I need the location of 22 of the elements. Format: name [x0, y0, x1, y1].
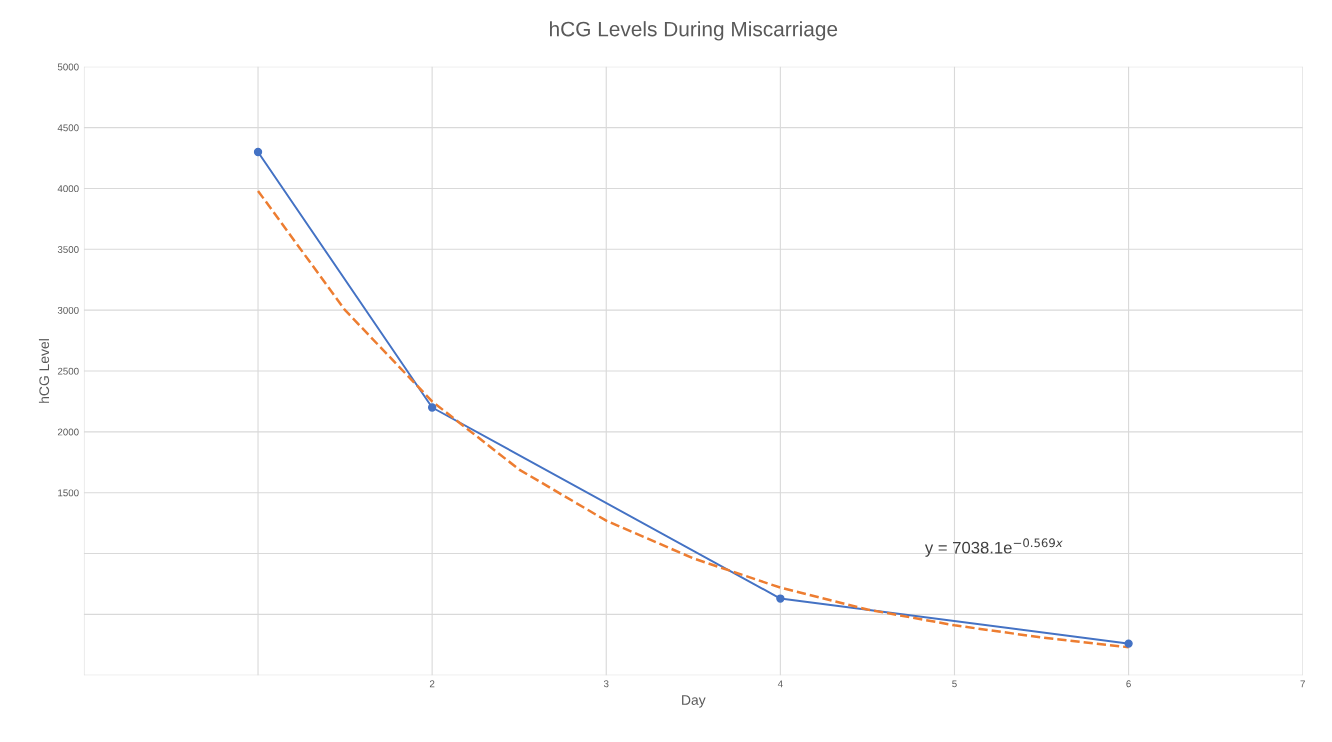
x-tick-label: 4 — [777, 680, 783, 688]
x-tick-label: 5 — [952, 680, 957, 688]
y-tick-label: 4500 — [57, 124, 79, 132]
chart-title: hCG Levels During Miscarriage — [550, 21, 838, 41]
point — [253, 147, 263, 157]
x-axis-title: Day — [682, 695, 706, 708]
point — [427, 403, 437, 412]
y-tick-label: 2500 — [57, 367, 79, 375]
y-tick-label: 3000 — [57, 306, 79, 314]
x-tick-label: 3 — [603, 680, 609, 688]
annotation: y = 7038.1e$^{−0.569x}$ — [924, 538, 1063, 557]
y-axis-title: hCG Level — [38, 339, 50, 403]
y-tick-label: 1500 — [58, 489, 79, 497]
y-tick-label: 5000 — [57, 63, 79, 71]
y-tick-label: 2000 — [57, 428, 79, 436]
x-tick-label: 2 — [429, 680, 435, 688]
y-tick-label: 3500 — [57, 246, 79, 253]
x-tick-label: 6 — [1126, 680, 1131, 688]
point — [1124, 639, 1133, 648]
x-tick-label: 7 — [1300, 680, 1305, 688]
y-tick-label: 4000 — [57, 185, 79, 193]
point — [776, 594, 785, 603]
